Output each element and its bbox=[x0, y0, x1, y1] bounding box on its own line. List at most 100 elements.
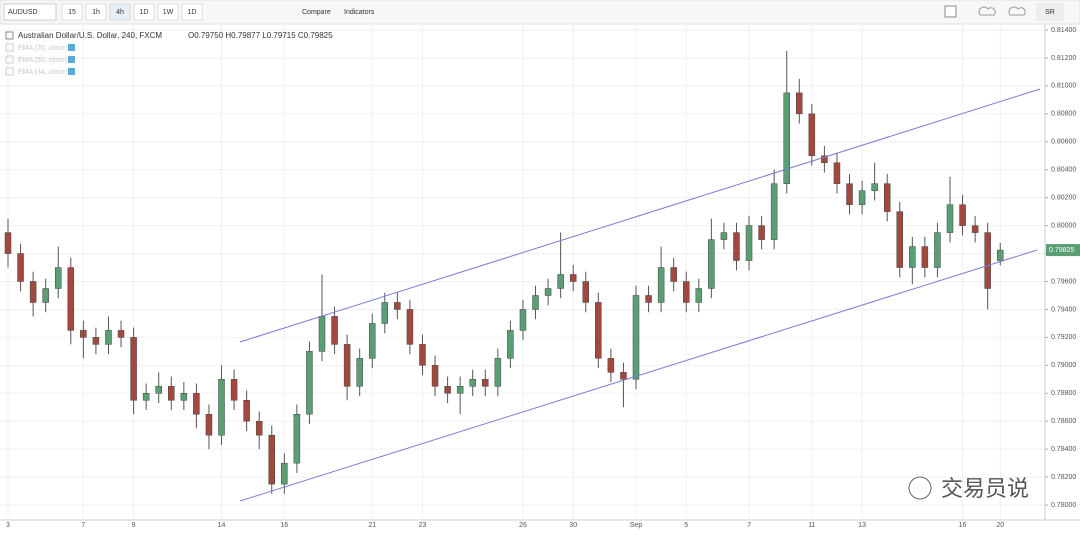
candle-body bbox=[92, 337, 100, 345]
x-tick-label: 7 bbox=[747, 522, 751, 529]
candle-body bbox=[230, 379, 238, 401]
interval-button[interactable] bbox=[61, 3, 83, 21]
candle-body bbox=[984, 232, 991, 289]
candle-body bbox=[519, 309, 527, 331]
symbol[interactable]: AUDUSD bbox=[8, 9, 38, 16]
channel-lower bbox=[239, 249, 1038, 502]
candle-body bbox=[758, 225, 765, 240]
x-tick-label: 3 bbox=[6, 522, 10, 529]
candle-body bbox=[821, 155, 828, 163]
y-tick-label: 0.80000 bbox=[1051, 222, 1076, 229]
x-tick-label: Sep bbox=[630, 522, 643, 529]
legend-icon bbox=[5, 31, 14, 40]
indicators-button[interactable]: Indicators bbox=[344, 9, 375, 16]
interval-button[interactable] bbox=[157, 3, 179, 21]
interval-label[interactable]: 4h bbox=[116, 9, 124, 16]
candle-body bbox=[293, 413, 301, 464]
candle-body bbox=[368, 323, 376, 359]
compare-button[interactable]: Compare bbox=[302, 9, 331, 16]
x-tick-label: 16 bbox=[280, 522, 288, 529]
indicator-icon bbox=[5, 67, 14, 76]
x-tick-label: 30 bbox=[569, 522, 577, 529]
interval-label[interactable]: 1D bbox=[140, 9, 149, 16]
candle-body bbox=[620, 372, 627, 380]
candle-body bbox=[42, 288, 49, 303]
candle-body bbox=[544, 288, 552, 296]
candle-body bbox=[607, 358, 615, 373]
interval-label[interactable]: 1h bbox=[92, 9, 100, 16]
candle-body bbox=[318, 316, 326, 352]
candle-body bbox=[708, 239, 715, 289]
candle-body bbox=[796, 92, 803, 115]
interval-button[interactable] bbox=[85, 3, 107, 21]
cloud-icon[interactable] bbox=[978, 6, 996, 16]
candle-body bbox=[105, 330, 112, 345]
candle-body bbox=[469, 379, 476, 387]
y-tick-label: 0.81200 bbox=[1051, 55, 1076, 62]
candle-body bbox=[67, 267, 75, 331]
candle-body bbox=[858, 190, 866, 205]
candle-body bbox=[130, 337, 137, 401]
candle-body bbox=[494, 358, 502, 387]
x-tick-label: 13 bbox=[858, 522, 866, 529]
interval-button[interactable] bbox=[109, 3, 131, 21]
candle-body bbox=[896, 211, 904, 268]
candle-body bbox=[582, 281, 590, 303]
y-tick-label: 0.78800 bbox=[1051, 390, 1076, 397]
candle-body bbox=[356, 358, 363, 387]
candle-body bbox=[482, 379, 489, 387]
x-tick-label: 14 bbox=[218, 522, 226, 529]
sr-box[interactable] bbox=[1036, 3, 1064, 21]
candle-body bbox=[406, 309, 414, 345]
sr-button[interactable]: SR bbox=[1045, 9, 1055, 16]
candle-body bbox=[381, 302, 389, 324]
candle-body bbox=[996, 249, 1004, 261]
interval-button[interactable] bbox=[181, 3, 203, 21]
candle-body bbox=[193, 393, 200, 415]
x-tick-label: 7 bbox=[81, 522, 85, 529]
interval-button[interactable] bbox=[133, 3, 155, 21]
interval-label[interactable]: 1W bbox=[163, 9, 174, 16]
interval-label[interactable]: 15 bbox=[68, 9, 76, 16]
candle-body bbox=[444, 386, 451, 394]
candle-body bbox=[670, 267, 677, 282]
indicator-label: EMA (34, close) bbox=[18, 69, 67, 76]
channel-upper bbox=[239, 88, 1041, 343]
candle-body bbox=[268, 434, 276, 485]
x-tick-label: 5 bbox=[684, 522, 688, 529]
candle-body bbox=[456, 386, 464, 394]
last-price-label: 0.79825 bbox=[1049, 247, 1074, 254]
candle-body bbox=[595, 302, 602, 359]
y-tick-label: 0.80200 bbox=[1051, 195, 1076, 202]
y-tick-label: 0.80800 bbox=[1051, 111, 1076, 118]
indicator-toggle bbox=[68, 56, 75, 63]
candle-body bbox=[331, 316, 338, 345]
candle-body bbox=[909, 246, 916, 268]
candle-body bbox=[682, 281, 690, 303]
candle-body bbox=[255, 420, 263, 436]
candle-body bbox=[833, 162, 841, 184]
candle-body bbox=[959, 204, 966, 226]
x-tick-label: 23 bbox=[419, 522, 427, 529]
color-button[interactable] bbox=[944, 5, 957, 18]
x-tick-label: 9 bbox=[132, 522, 136, 529]
candle-body bbox=[632, 295, 640, 380]
interval-label[interactable]: 1D bbox=[188, 9, 197, 16]
ohlc-legend: O0.79750 H0.79877 L0.79715 C0.79825 bbox=[188, 31, 333, 40]
cloud-icon[interactable] bbox=[1008, 6, 1026, 16]
candle-body bbox=[117, 330, 125, 338]
candle-body bbox=[180, 393, 188, 401]
indicator-icon bbox=[5, 43, 14, 52]
candle-body bbox=[745, 225, 753, 261]
candle-body bbox=[770, 183, 778, 240]
y-tick-label: 0.79400 bbox=[1051, 306, 1076, 313]
y-tick-label: 0.80600 bbox=[1051, 139, 1076, 146]
candle-body bbox=[142, 393, 150, 401]
candle-body bbox=[657, 267, 665, 303]
candle-body bbox=[934, 232, 941, 268]
candle-body bbox=[281, 462, 288, 485]
symbol-box[interactable] bbox=[3, 3, 57, 21]
candle-body bbox=[569, 274, 577, 282]
candle-body bbox=[17, 253, 24, 282]
